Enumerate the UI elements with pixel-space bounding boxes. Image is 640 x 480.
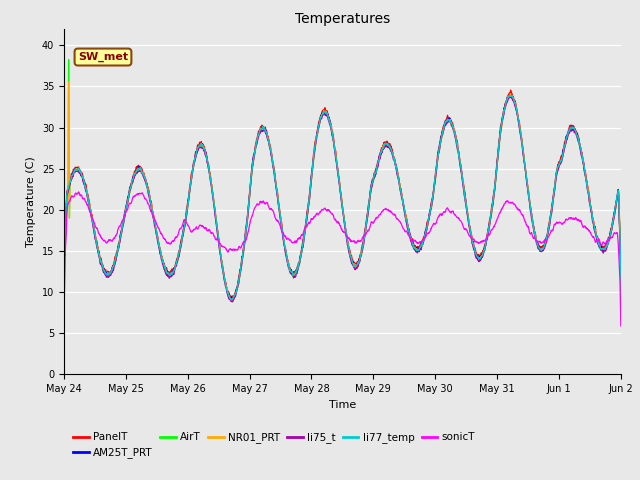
NR01_PRT [617,277,625,283]
li75_t [617,299,625,305]
sonicT [568,216,575,221]
Line: AM25T_PRT: AM25T_PRT [64,94,621,301]
AirT [504,95,512,101]
li75_t [216,246,223,252]
Line: AirT: AirT [64,60,621,344]
NR01_PRT [65,79,72,85]
li75_t [504,96,512,102]
PanelT [371,171,378,177]
Line: li77_temp: li77_temp [64,96,621,300]
sonicT [359,234,367,240]
AirT [216,244,223,250]
AM25T_PRT [371,172,378,178]
PanelT [504,93,512,98]
Line: PanelT: PanelT [64,90,621,300]
li77_temp [60,223,68,229]
Y-axis label: Temperature (C): Temperature (C) [26,156,36,247]
AM25T_PRT [508,91,515,97]
AM25T_PRT [216,241,223,247]
li77_temp [504,93,512,99]
li75_t [568,128,575,133]
AM25T_PRT [584,184,591,190]
Line: sonicT: sonicT [64,192,621,326]
li75_t [584,186,591,192]
PanelT [60,223,68,229]
li75_t [371,174,378,180]
li77_temp [358,245,366,251]
AirT [359,246,367,252]
Line: NR01_PRT: NR01_PRT [64,82,621,345]
X-axis label: Time: Time [329,400,356,409]
li77_temp [216,242,223,248]
NR01_PRT [60,342,68,348]
li77_temp [584,185,591,191]
PanelT [216,240,223,246]
li77_temp [508,93,516,98]
AM25T_PRT [568,125,575,131]
NR01_PRT [216,243,223,249]
li75_t [60,223,68,229]
NR01_PRT [584,182,591,188]
Legend: PanelT, AM25T_PRT, AirT, NR01_PRT, li75_t, li77_temp, sonicT: PanelT, AM25T_PRT, AirT, NR01_PRT, li75_… [69,428,479,462]
Title: Temperatures: Temperatures [295,12,390,26]
li77_temp [568,126,575,132]
AirT [584,184,591,190]
AirT [568,126,575,132]
AirT [371,174,379,180]
AM25T_PRT [358,246,366,252]
sonicT [75,189,83,195]
li77_temp [617,297,625,303]
li77_temp [371,171,378,177]
AirT [60,341,68,347]
PanelT [617,298,625,303]
AirT [65,57,72,62]
NR01_PRT [359,247,367,252]
Line: li75_t: li75_t [64,97,621,302]
PanelT [358,241,366,247]
AM25T_PRT [617,298,625,304]
sonicT [617,323,625,329]
NR01_PRT [568,126,575,132]
li75_t [506,94,514,100]
Text: SW_met: SW_met [78,52,128,62]
NR01_PRT [371,172,379,178]
AM25T_PRT [60,223,68,229]
PanelT [568,122,575,128]
sonicT [216,240,223,246]
NR01_PRT [504,94,512,99]
sonicT [584,227,591,232]
PanelT [507,87,515,93]
sonicT [60,317,68,323]
li75_t [358,247,366,253]
sonicT [371,217,379,223]
PanelT [584,181,591,187]
AirT [617,277,625,283]
AM25T_PRT [504,94,512,99]
sonicT [504,199,512,204]
